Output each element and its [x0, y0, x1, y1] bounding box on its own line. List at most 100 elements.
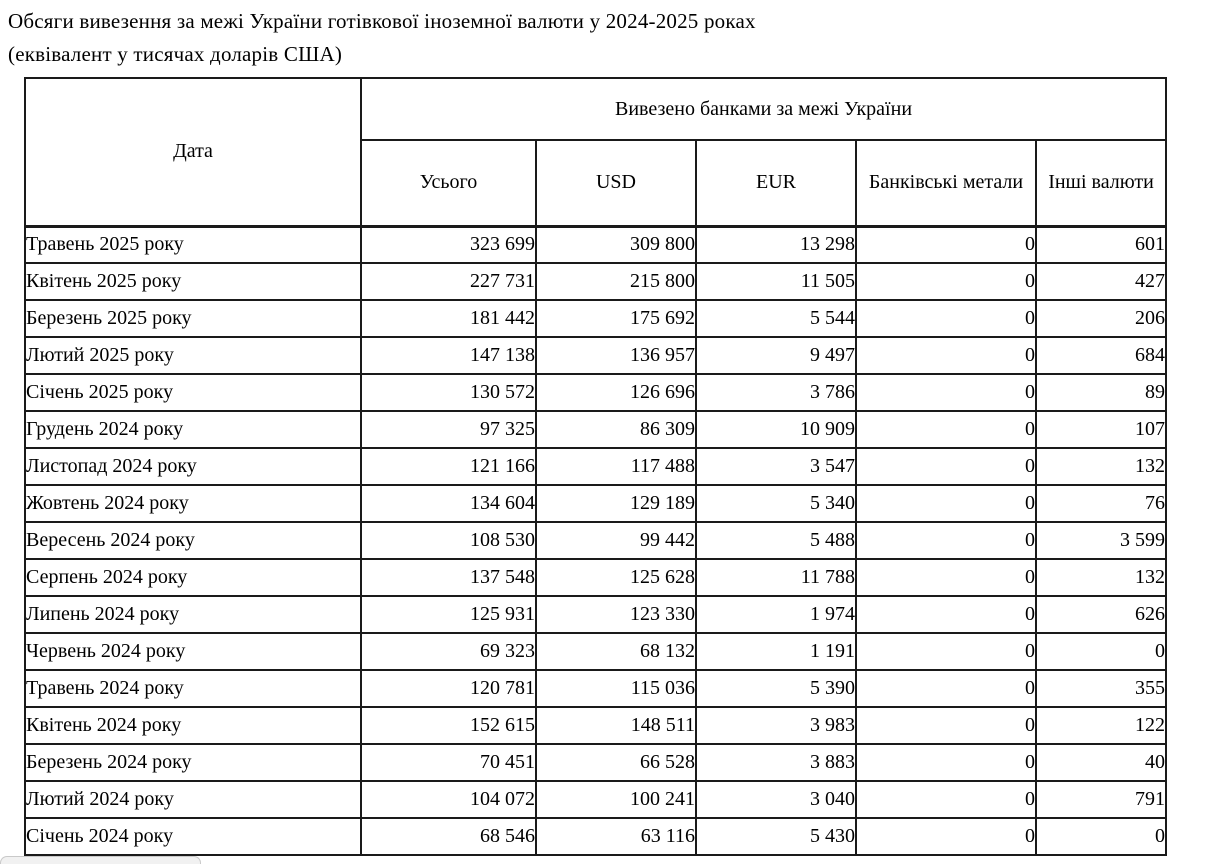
- date-cell: Квітень 2025 року: [24, 262, 362, 301]
- value-cell: 134 604: [360, 484, 537, 523]
- value-cell: 121 166: [360, 447, 537, 486]
- date-cell: Березень 2024 року: [24, 743, 362, 782]
- table-row: Квітень 2025 року 227 731 215 800 11 505 0 42…: [24, 262, 1168, 301]
- group-header-row: Дата Вивезено банками за межі України: [24, 77, 1168, 227]
- value-cell: 0: [855, 521, 1037, 560]
- value-cell: 3 547: [695, 447, 857, 486]
- date-cell: Грудень 2024 року: [24, 410, 362, 449]
- column-header-eur: EUR: [695, 139, 857, 227]
- value-cell: 63 116: [535, 817, 697, 856]
- subheader-row: Усього USD EUR Банківські метали Інші ва…: [25, 139, 1168, 227]
- value-cell: 69 323: [360, 632, 537, 671]
- date-cell: Червень 2024 року: [24, 632, 362, 671]
- table-row: Травень 2025 року 323 699 309 800 13 298 0 60…: [24, 224, 1168, 264]
- value-cell: 104 072: [360, 780, 537, 819]
- value-cell: 0: [855, 484, 1037, 523]
- column-header-usd: USD: [535, 139, 697, 227]
- value-cell: 0: [855, 817, 1037, 856]
- value-cell: 3 883: [695, 743, 857, 782]
- value-cell: 0: [855, 743, 1037, 782]
- column-header-bank-metals: Банківські метали: [855, 139, 1037, 227]
- value-cell: 0: [855, 669, 1037, 708]
- value-cell: 70 451: [360, 743, 537, 782]
- table-row: Липень 2024 року 125 931 123 330 1 974 0 626: [24, 595, 1168, 634]
- value-cell: 123 330: [535, 595, 697, 634]
- date-cell: Листопад 2024 року: [24, 447, 362, 486]
- page: Обсяги вивезення за межі України готівко…: [0, 5, 1216, 864]
- column-header-other-currencies: Інші валюти: [1034, 139, 1168, 227]
- date-cell: Липень 2024 року: [24, 595, 362, 634]
- value-cell: 68 132: [535, 632, 697, 671]
- date-cell: Травень 2024 року: [24, 669, 362, 708]
- value-cell: 132: [1034, 558, 1168, 597]
- value-cell: 89: [1034, 373, 1168, 412]
- value-cell: 122: [1034, 706, 1168, 745]
- value-cell: 0: [855, 410, 1037, 449]
- value-cell: 0: [855, 336, 1037, 375]
- value-cell: 86 309: [535, 410, 697, 449]
- value-cell: 0: [855, 780, 1037, 819]
- page-title: Обсяги вивезення за межі України готівко…: [8, 5, 1216, 71]
- table-row: Травень 2024 року 120 781 115 036 5 390 0 355: [24, 669, 1168, 708]
- value-cell: 0: [855, 373, 1037, 412]
- table-row: Квітень 2024 року 152 615 148 511 3 983 0 122: [24, 706, 1168, 745]
- value-cell: 309 800: [535, 224, 697, 264]
- value-cell: 130 572: [360, 373, 537, 412]
- currency-export-table: Дата Вивезено банками за межі України Ус…: [24, 77, 1168, 856]
- value-cell: 427: [1034, 262, 1168, 301]
- value-cell: 5 544: [695, 299, 857, 338]
- value-cell: 0: [855, 558, 1037, 597]
- title-line-1: Обсяги вивезення за межі України готівко…: [8, 9, 756, 33]
- date-cell: Жовтень 2024 року: [24, 484, 362, 523]
- value-cell: 132: [1034, 447, 1168, 486]
- value-cell: 0: [1034, 817, 1168, 856]
- table-row: Лютий 2025 року 147 138 136 957 9 497 0 684: [24, 336, 1168, 375]
- value-cell: 0: [855, 595, 1037, 634]
- value-cell: 5 488: [695, 521, 857, 560]
- value-cell: 3 040: [695, 780, 857, 819]
- value-cell: 9 497: [695, 336, 857, 375]
- value-cell: 0: [855, 447, 1037, 486]
- value-cell: 99 442: [535, 521, 697, 560]
- value-cell: 601: [1034, 224, 1168, 264]
- table-row: Жовтень 2024 року 134 604 129 189 5 340 0 76: [24, 484, 1168, 523]
- table-row: Березень 2025 року 181 442 175 692 5 544 0 20…: [24, 299, 1168, 338]
- table-row: Листопад 2024 року 121 166 117 488 3 547 0 13…: [24, 447, 1168, 486]
- value-cell: 108 530: [360, 521, 537, 560]
- table-row: Червень 2024 року 69 323 68 132 1 191 0 0: [24, 632, 1168, 671]
- value-cell: 5 390: [695, 669, 857, 708]
- table-row: Вересень 2024 року 108 530 99 442 5 488 0 3 5…: [24, 521, 1168, 560]
- value-cell: 5 340: [695, 484, 857, 523]
- value-cell: 215 800: [535, 262, 697, 301]
- value-cell: 175 692: [535, 299, 697, 338]
- date-cell: Серпень 2024 року: [24, 558, 362, 597]
- date-cell: Вересень 2024 року: [24, 521, 362, 560]
- value-cell: 227 731: [360, 262, 537, 301]
- value-cell: 66 528: [535, 743, 697, 782]
- table-row: Березень 2024 року 70 451 66 528 3 883 0 40: [24, 743, 1168, 782]
- value-cell: 684: [1034, 336, 1168, 375]
- value-cell: 3 599: [1034, 521, 1168, 560]
- table-row: Січень 2025 року 130 572 126 696 3 786 0 89: [24, 373, 1168, 412]
- value-cell: 148 511: [535, 706, 697, 745]
- table-body: Травень 2025 року 323 699 309 800 13 298 0 60…: [24, 224, 1168, 856]
- table-row: Січень 2024 року 68 546 63 116 5 430 0 0: [24, 817, 1168, 856]
- value-cell: 152 615: [360, 706, 537, 745]
- value-cell: 147 138: [360, 336, 537, 375]
- status-bubble: [0, 856, 201, 864]
- value-cell: 0: [855, 262, 1037, 301]
- date-cell: Січень 2025 року: [24, 373, 362, 412]
- column-header-total: Усього: [360, 139, 537, 227]
- value-cell: 11 788: [695, 558, 857, 597]
- date-cell: Березень 2025 року: [24, 299, 362, 338]
- value-cell: 3 786: [695, 373, 857, 412]
- value-cell: 626: [1034, 595, 1168, 634]
- column-header-date: Дата: [24, 77, 362, 227]
- value-cell: 0: [855, 299, 1037, 338]
- date-cell: Січень 2024 року: [24, 817, 362, 856]
- value-cell: 0: [855, 224, 1037, 264]
- value-cell: 107: [1034, 410, 1168, 449]
- value-cell: 10 909: [695, 410, 857, 449]
- date-cell: Травень 2025 року: [24, 224, 362, 264]
- value-cell: 0: [855, 632, 1037, 671]
